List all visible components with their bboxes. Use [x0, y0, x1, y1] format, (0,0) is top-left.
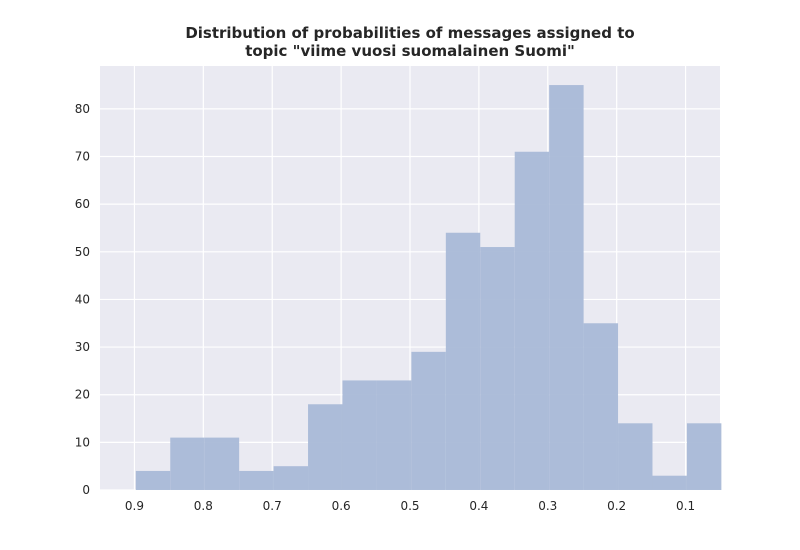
chart-title-line-2: topic "viime vuosi suomalainen Suomi" [245, 42, 575, 60]
x-axis-ticks: 0.9 0.8 0.7 0.6 0.5 0.4 0.3 0.2 0.1 [125, 499, 695, 513]
histogram-bar-1 [170, 437, 205, 490]
x-tick-label-5: 0.4 [469, 499, 488, 513]
histogram-bar-11 [514, 151, 550, 490]
histogram-bar-4 [273, 466, 309, 490]
x-tick-label-2: 0.7 [263, 499, 282, 513]
x-tick-label-0: 0.9 [125, 499, 144, 513]
histogram-bar-7 [376, 380, 412, 490]
x-tick-label-3: 0.6 [332, 499, 351, 513]
histogram-bar-9 [445, 232, 481, 490]
histogram-bar-2 [204, 437, 240, 490]
y-tick-label-1: 10 [75, 435, 90, 449]
y-tick-label-3: 30 [75, 340, 90, 354]
histogram-bar-8 [411, 351, 446, 490]
histogram-bar-5 [308, 404, 343, 490]
histogram-bar-3 [239, 470, 274, 490]
y-tick-label-4: 40 [75, 292, 90, 306]
y-tick-label-2: 20 [75, 388, 90, 402]
y-tick-label-0: 0 [82, 483, 90, 497]
histogram-bar-16 [686, 423, 722, 490]
histogram-bar-12 [549, 85, 584, 490]
y-tick-label-7: 70 [75, 150, 90, 164]
x-tick-label-7: 0.2 [607, 499, 626, 513]
histogram-bar-13 [583, 323, 619, 490]
y-axis-ticks: 0 10 20 30 40 50 60 70 80 [75, 102, 90, 497]
y-tick-label-6: 60 [75, 197, 90, 211]
x-tick-label-8: 0.1 [676, 499, 695, 513]
histogram-bar-15 [652, 475, 687, 490]
x-tick-label-6: 0.3 [538, 499, 557, 513]
y-tick-label-5: 50 [75, 245, 90, 259]
bars [135, 85, 722, 490]
x-tick-label-4: 0.5 [400, 499, 419, 513]
histogram-bar-0 [135, 470, 171, 490]
chart-title-line-1: Distribution of probabilities of message… [185, 24, 635, 42]
histogram-bar-10 [480, 247, 515, 490]
histogram-bar-14 [618, 423, 653, 490]
histogram-bar-6 [342, 380, 377, 490]
chart-title: Distribution of probabilities of message… [0, 24, 800, 60]
x-tick-label-1: 0.8 [194, 499, 213, 513]
y-tick-label-8: 80 [75, 102, 90, 116]
